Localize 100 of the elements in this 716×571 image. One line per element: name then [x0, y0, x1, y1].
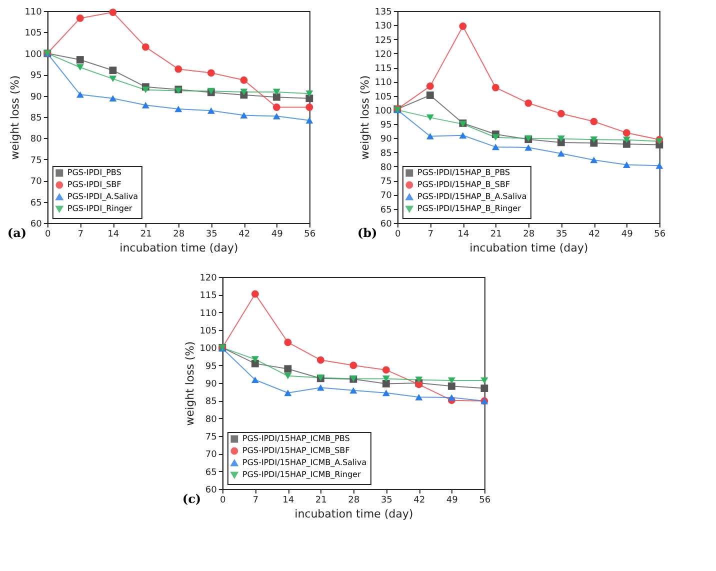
point: [557, 136, 565, 142]
y-tick-label: 70: [380, 191, 392, 202]
point: [251, 290, 259, 298]
y-tick-label: 65: [380, 205, 392, 216]
x-tick-label: 21: [140, 230, 152, 240]
point: [240, 88, 248, 96]
point: [306, 104, 314, 111]
legend-label: PGS-IPDI/15HAP_ICMB_A.Saliva: [242, 458, 367, 467]
y-tick-label: 90: [380, 134, 392, 145]
point: [622, 140, 630, 148]
point: [382, 366, 390, 374]
y-tick-label: 105: [200, 326, 217, 336]
point: [415, 376, 423, 384]
point: [426, 133, 434, 140]
point: [656, 138, 664, 145]
point: [382, 380, 390, 388]
point: [448, 377, 456, 384]
x-tick-label: 28: [348, 496, 360, 506]
y-tick-label: 115: [200, 291, 217, 302]
point: [76, 91, 84, 98]
y-tick-label: 115: [374, 64, 392, 74]
x-tick-label: 49: [621, 230, 634, 240]
legend-label: PGS-IPDI/15HAP_ICMB_PBS: [242, 434, 350, 443]
y-axis-title: weight loss (%): [184, 341, 197, 426]
y-tick-label: 110: [200, 308, 218, 319]
point: [174, 65, 182, 73]
point: [240, 112, 248, 119]
text: (c): [182, 492, 202, 506]
x-tick-label: 0: [45, 230, 52, 240]
point: [76, 64, 84, 71]
y-tick-label: 100: [24, 50, 42, 60]
point: [557, 150, 565, 157]
point: [622, 136, 630, 144]
legend-label: PGS-IPDI/15HAP_ICMB_SBF: [242, 446, 350, 455]
point: [316, 356, 324, 364]
point: [207, 107, 215, 114]
x-tick-label: 35: [206, 230, 218, 240]
point: [524, 99, 532, 107]
x-tick-label: 42: [238, 230, 250, 240]
point: [426, 114, 434, 121]
point: [590, 136, 598, 143]
point: [272, 93, 280, 101]
point: [656, 162, 664, 169]
x-tick-label: 56: [479, 496, 491, 506]
point: [207, 69, 215, 77]
x-tick-label: 0: [220, 496, 226, 506]
x-axis-title: incubation time (day): [120, 242, 238, 254]
y-tick-label: 120: [374, 50, 392, 60]
point: [272, 88, 280, 96]
x-tick-label: 14: [108, 230, 120, 240]
x-tick-label: 28: [523, 230, 535, 240]
point: [284, 390, 292, 396]
point: [142, 86, 150, 94]
x-tick-label: 7: [428, 230, 434, 240]
x-tick-label: 14: [458, 230, 470, 240]
legend-label: PGS-IPDI/15HAP_B_SBF: [417, 180, 510, 189]
y-tick-label: 100: [374, 106, 392, 116]
point: [316, 384, 324, 391]
point: [480, 384, 488, 392]
legend-label: PGS-IPDI/15HAP_B_A.Saliva: [417, 192, 527, 201]
x-axis-title: incubation time (day): [470, 242, 588, 254]
point: [251, 356, 259, 363]
point: [622, 129, 630, 137]
y-tick-label: 80: [380, 162, 392, 173]
point: [284, 365, 292, 373]
x-tick-label: 42: [414, 496, 426, 506]
point: [109, 8, 117, 16]
point: [284, 372, 292, 380]
y-tick-label: 90: [205, 380, 218, 390]
y-tick-label: 85: [30, 114, 42, 124]
x-tick-label: 7: [252, 496, 259, 506]
point: [240, 76, 248, 84]
point: [448, 394, 456, 401]
x-tick-label: 7: [78, 230, 84, 240]
point: [459, 22, 467, 30]
legend-label: PGS-IPDI_A.Saliva: [67, 192, 138, 201]
x-axis-title: incubation time (day): [294, 508, 414, 520]
y-tick-label: 60: [205, 486, 218, 496]
x-tick-label: 35: [380, 496, 392, 506]
x-tick-label: 0: [395, 230, 402, 240]
point: [524, 144, 532, 151]
x-tick-label: 28: [173, 230, 185, 240]
x-tick-label: 14: [282, 496, 294, 506]
y-axis-title: weight loss (%): [358, 75, 372, 160]
y-tick-label: 75: [380, 177, 392, 188]
y-tick-label: 100: [200, 344, 218, 354]
y-tick-label: 130: [374, 22, 392, 32]
point: [448, 382, 456, 390]
y-tick-label: 105: [374, 92, 392, 102]
point: [590, 156, 598, 164]
point: [76, 14, 84, 22]
point: [251, 360, 259, 368]
y-tick-label: 65: [205, 468, 217, 478]
point: [284, 338, 292, 346]
y-axis-title: weight loss (%): [8, 75, 22, 160]
y-tick-label: 60: [30, 220, 42, 230]
y-tick-label: 125: [374, 36, 392, 46]
legend-label: PGS-IPDI/15HAP_B_PBS: [417, 168, 510, 177]
x-tick-label: 35: [556, 230, 568, 240]
y-tick-label: 110: [24, 8, 42, 18]
